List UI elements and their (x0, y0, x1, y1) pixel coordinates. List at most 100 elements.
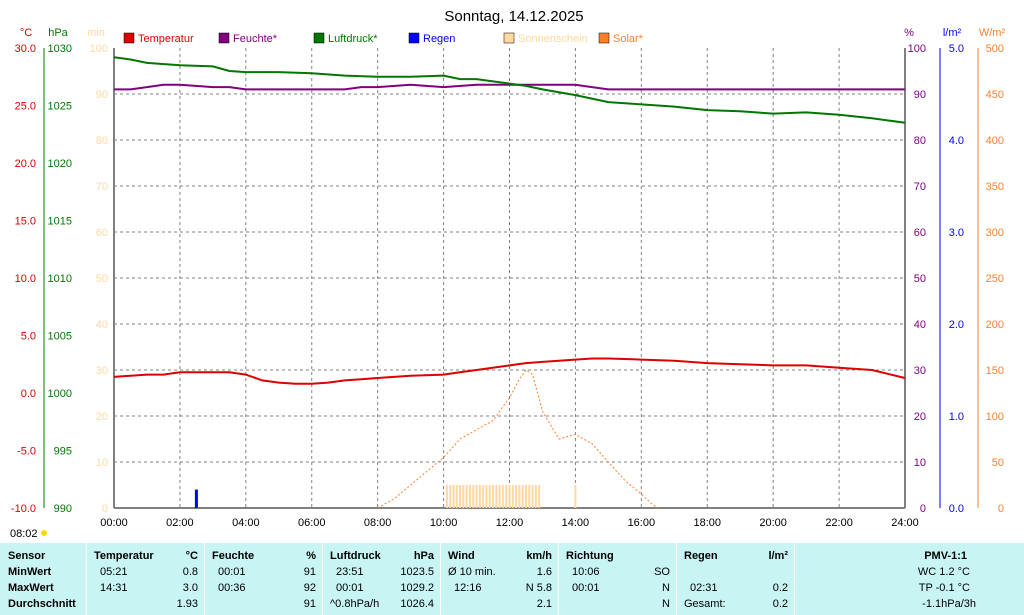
legend-swatch (218, 32, 230, 44)
pressure-tick-label: 1015 (48, 216, 72, 228)
solar-unit-label: W/m² (979, 27, 1006, 39)
time-tick-label: 14:00 (562, 517, 590, 529)
sunshine-bar (538, 485, 541, 508)
humidity-unit: % (306, 550, 316, 562)
wind-header: Wind (448, 550, 475, 562)
pmv-trend: -1.1hPa/3h (922, 598, 976, 610)
temp-tick-label: 15.0 (15, 216, 36, 228)
wind-avg: 2.1 (536, 598, 552, 610)
minutes-tick-label: 0 (102, 503, 108, 515)
solar-tick-label: 250 (986, 273, 1004, 285)
temperature-avg: 1.93 (176, 598, 198, 610)
legend-label: Regen (423, 33, 455, 45)
sunshine-bar (574, 485, 577, 508)
sunshine-bar (521, 485, 524, 508)
stats-separator (558, 543, 559, 615)
row-label-sensor: Sensor (8, 550, 46, 562)
legend-label: Temperatur (138, 33, 194, 45)
legend-label: Sonnenschein (518, 33, 588, 45)
solar-tick-label: 150 (986, 365, 1004, 377)
solar-tick-label: 300 (986, 227, 1004, 239)
rain-unit-label: l/m² (943, 27, 962, 39)
direction-row2-time: 00:01 (572, 582, 600, 594)
rain-header: Regen (684, 550, 718, 562)
pressure-tick-label: 1030 (48, 43, 72, 55)
sunshine-bar (459, 485, 462, 508)
sunshine-bar (505, 485, 508, 508)
percent-tick-label: 0 (920, 503, 926, 515)
weather-chart: Sonntag, 14.12.2025 °C hPa min % l/m² W/… (10, 8, 1006, 540)
row-label-avg: Durchschnitt (8, 598, 76, 610)
percent-tick-label: 40 (914, 319, 926, 331)
sunshine-bar (468, 485, 471, 508)
temp-tick-label: 10.0 (15, 273, 36, 285)
time-tick-label: 18:00 (693, 517, 721, 529)
stats-separator (676, 543, 677, 615)
sunshine-bar (472, 485, 475, 508)
pressure-header: Luftdruck (330, 550, 381, 562)
statistics-panel: Sensor MinWert MaxWert Durchschnitt Temp… (0, 543, 1024, 615)
temperature-max-time: 14:31 (100, 582, 128, 594)
rain-tick-label: 2.0 (949, 319, 964, 331)
minutes-tick-label: 10 (96, 457, 108, 469)
rain-time: 02:31 (690, 582, 718, 594)
rain-tick-label: 5.0 (949, 43, 964, 55)
sunrise-label: 08:02 (10, 528, 38, 540)
solar-tick-label: 200 (986, 319, 1004, 331)
humidity-max: 92 (303, 582, 316, 594)
solar-tick-label: 500 (986, 43, 1004, 55)
pressure-min-time: 23:51 (336, 566, 364, 578)
rain-tick-label: 3.0 (949, 227, 964, 239)
sunshine-bar (465, 485, 468, 508)
temperature-min-time: 05:21 (100, 566, 128, 578)
pressure-avg: 1026.4 (400, 598, 434, 610)
percent-tick-label: 80 (914, 135, 926, 147)
minutes-tick-label: 20 (96, 411, 108, 423)
rain-tick-label: 1.0 (949, 411, 964, 423)
time-tick-label: 10:00 (430, 517, 458, 529)
pmv-header: PMV-1:1 (924, 550, 967, 562)
wind-max-time: 12:16 (454, 582, 482, 594)
sunshine-bar (492, 485, 495, 508)
sunshine-bar (511, 485, 514, 508)
pressure-max: 1029.2 (400, 582, 434, 594)
humidity-max-time: 00:36 (218, 582, 246, 594)
humidity-min: 91 (303, 566, 316, 578)
percent-tick-label: 70 (914, 181, 926, 193)
wind-unit: km/h (526, 550, 552, 562)
sunshine-bar (445, 485, 448, 508)
stats-separator (794, 543, 795, 615)
solar-tick-label: 50 (992, 457, 1004, 469)
wind-max-value: N 5.8 (525, 582, 552, 594)
chart-grid (114, 48, 905, 508)
humidity-line (114, 83, 905, 91)
legend-swatch (408, 32, 420, 44)
time-tick-label: 08:00 (364, 517, 392, 529)
percent-tick-label: 20 (914, 411, 926, 423)
minutes-tick-label: 80 (96, 135, 108, 147)
sunshine-bar (495, 485, 498, 508)
legend-swatch (503, 32, 515, 44)
sunshine-bar (485, 485, 488, 508)
chart-title: Sonntag, 14.12.2025 (444, 8, 583, 25)
time-tick-label: 04:00 (232, 517, 260, 529)
percent-unit-label: % (904, 27, 914, 39)
solar-tick-label: 350 (986, 181, 1004, 193)
pressure-unit-label: hPa (48, 27, 68, 39)
sunshine-bar (534, 485, 537, 508)
pressure-max-time: 00:01 (336, 582, 364, 594)
pressure-tick-label: 1025 (48, 101, 72, 113)
legend-label: Luftdruck* (328, 33, 378, 45)
temp-unit-label: °C (20, 27, 32, 39)
sunshine-bar (455, 485, 458, 508)
chart-legend: Temperatur Feuchte* Luftdruck* Regen Sonnens… (123, 32, 644, 45)
temp-tick-label: 25.0 (15, 101, 36, 113)
row-label-max: MaxWert (8, 582, 54, 594)
minutes-tick-label: 30 (96, 365, 108, 377)
solar-tick-label: 400 (986, 135, 1004, 147)
time-tick-label: 12:00 (496, 517, 524, 529)
percent-tick-label: 100 (908, 43, 926, 55)
sunshine-bar (528, 485, 531, 508)
sunshine-bar (531, 485, 534, 508)
sunshine-bar (515, 485, 518, 508)
